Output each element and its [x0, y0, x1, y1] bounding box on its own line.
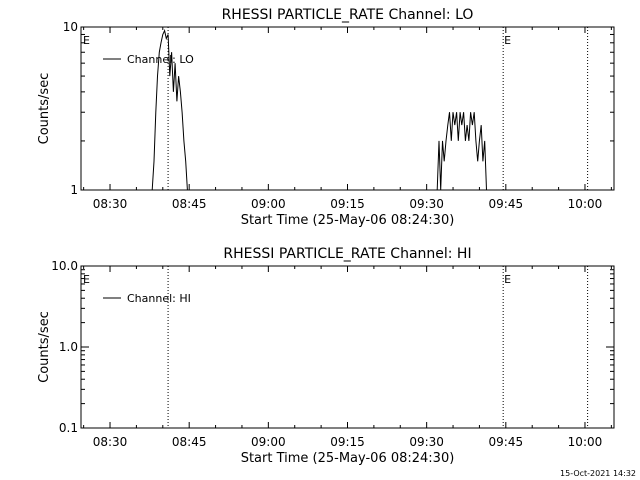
timestamp: 15-Oct-2021 14:32 [560, 469, 636, 478]
panel2-y-tick-label: 0.1 [59, 421, 78, 435]
panel2-event-label: E [504, 273, 511, 286]
panel2-x-tick-label: 09:30 [409, 435, 444, 449]
panel1-x-axis-label: Start Time (25-May-06 08:24:30) [241, 213, 455, 228]
panel2-edge-label-E: E [83, 273, 90, 286]
panel1-x-tick-label: 08:30 [93, 197, 128, 211]
panel1-x-tick-label: 09:00 [251, 197, 286, 211]
panel2-x-tick-label: 09:15 [330, 435, 365, 449]
panel1-y-tick-label: 10 [63, 20, 78, 34]
panel1-x-tick-label: 08:45 [172, 197, 207, 211]
panel1-series-line [151, 29, 496, 191]
panel2-chart-title: RHESSI PARTICLE_RATE Channel: HI [223, 246, 471, 262]
panel2-y-tick-label: 1.0 [59, 340, 78, 354]
panel2-plot-frame [80, 265, 615, 429]
panel1-x-tick-label: 09:45 [489, 197, 524, 211]
panel2-x-tick-label: 08:45 [172, 435, 207, 449]
panel1-event-label: E [504, 34, 511, 47]
panel1-y-tick-label: 1 [70, 183, 78, 197]
panel2-x-tick-label: 09:00 [251, 435, 286, 449]
panel1-x-tick-label: 10:00 [568, 197, 603, 211]
panel1-edge-label-E: E [83, 34, 90, 47]
panel2-x-axis-label: Start Time (25-May-06 08:24:30) [241, 451, 455, 466]
panel2-x-tick-label: 08:30 [93, 435, 128, 449]
panel2-y-tick-label: 10.0 [51, 259, 78, 273]
panel1-x-tick-label: 09:15 [330, 197, 365, 211]
panel1-x-tick-label: 09:30 [409, 197, 444, 211]
panel1-chart-title: RHESSI PARTICLE_RATE Channel: LO [222, 7, 474, 23]
panel1-plot-frame [80, 26, 615, 191]
panel2-y-axis-label: Counts/sec [37, 311, 52, 383]
panel2-legend-label: Channel: HI [127, 292, 191, 305]
panel1-legend-label: Channel: LO [127, 53, 194, 66]
panel1-y-axis-label: Counts/sec [37, 73, 52, 145]
panel2-x-tick-label: 10:00 [568, 435, 603, 449]
panel2-x-tick-label: 09:45 [489, 435, 524, 449]
